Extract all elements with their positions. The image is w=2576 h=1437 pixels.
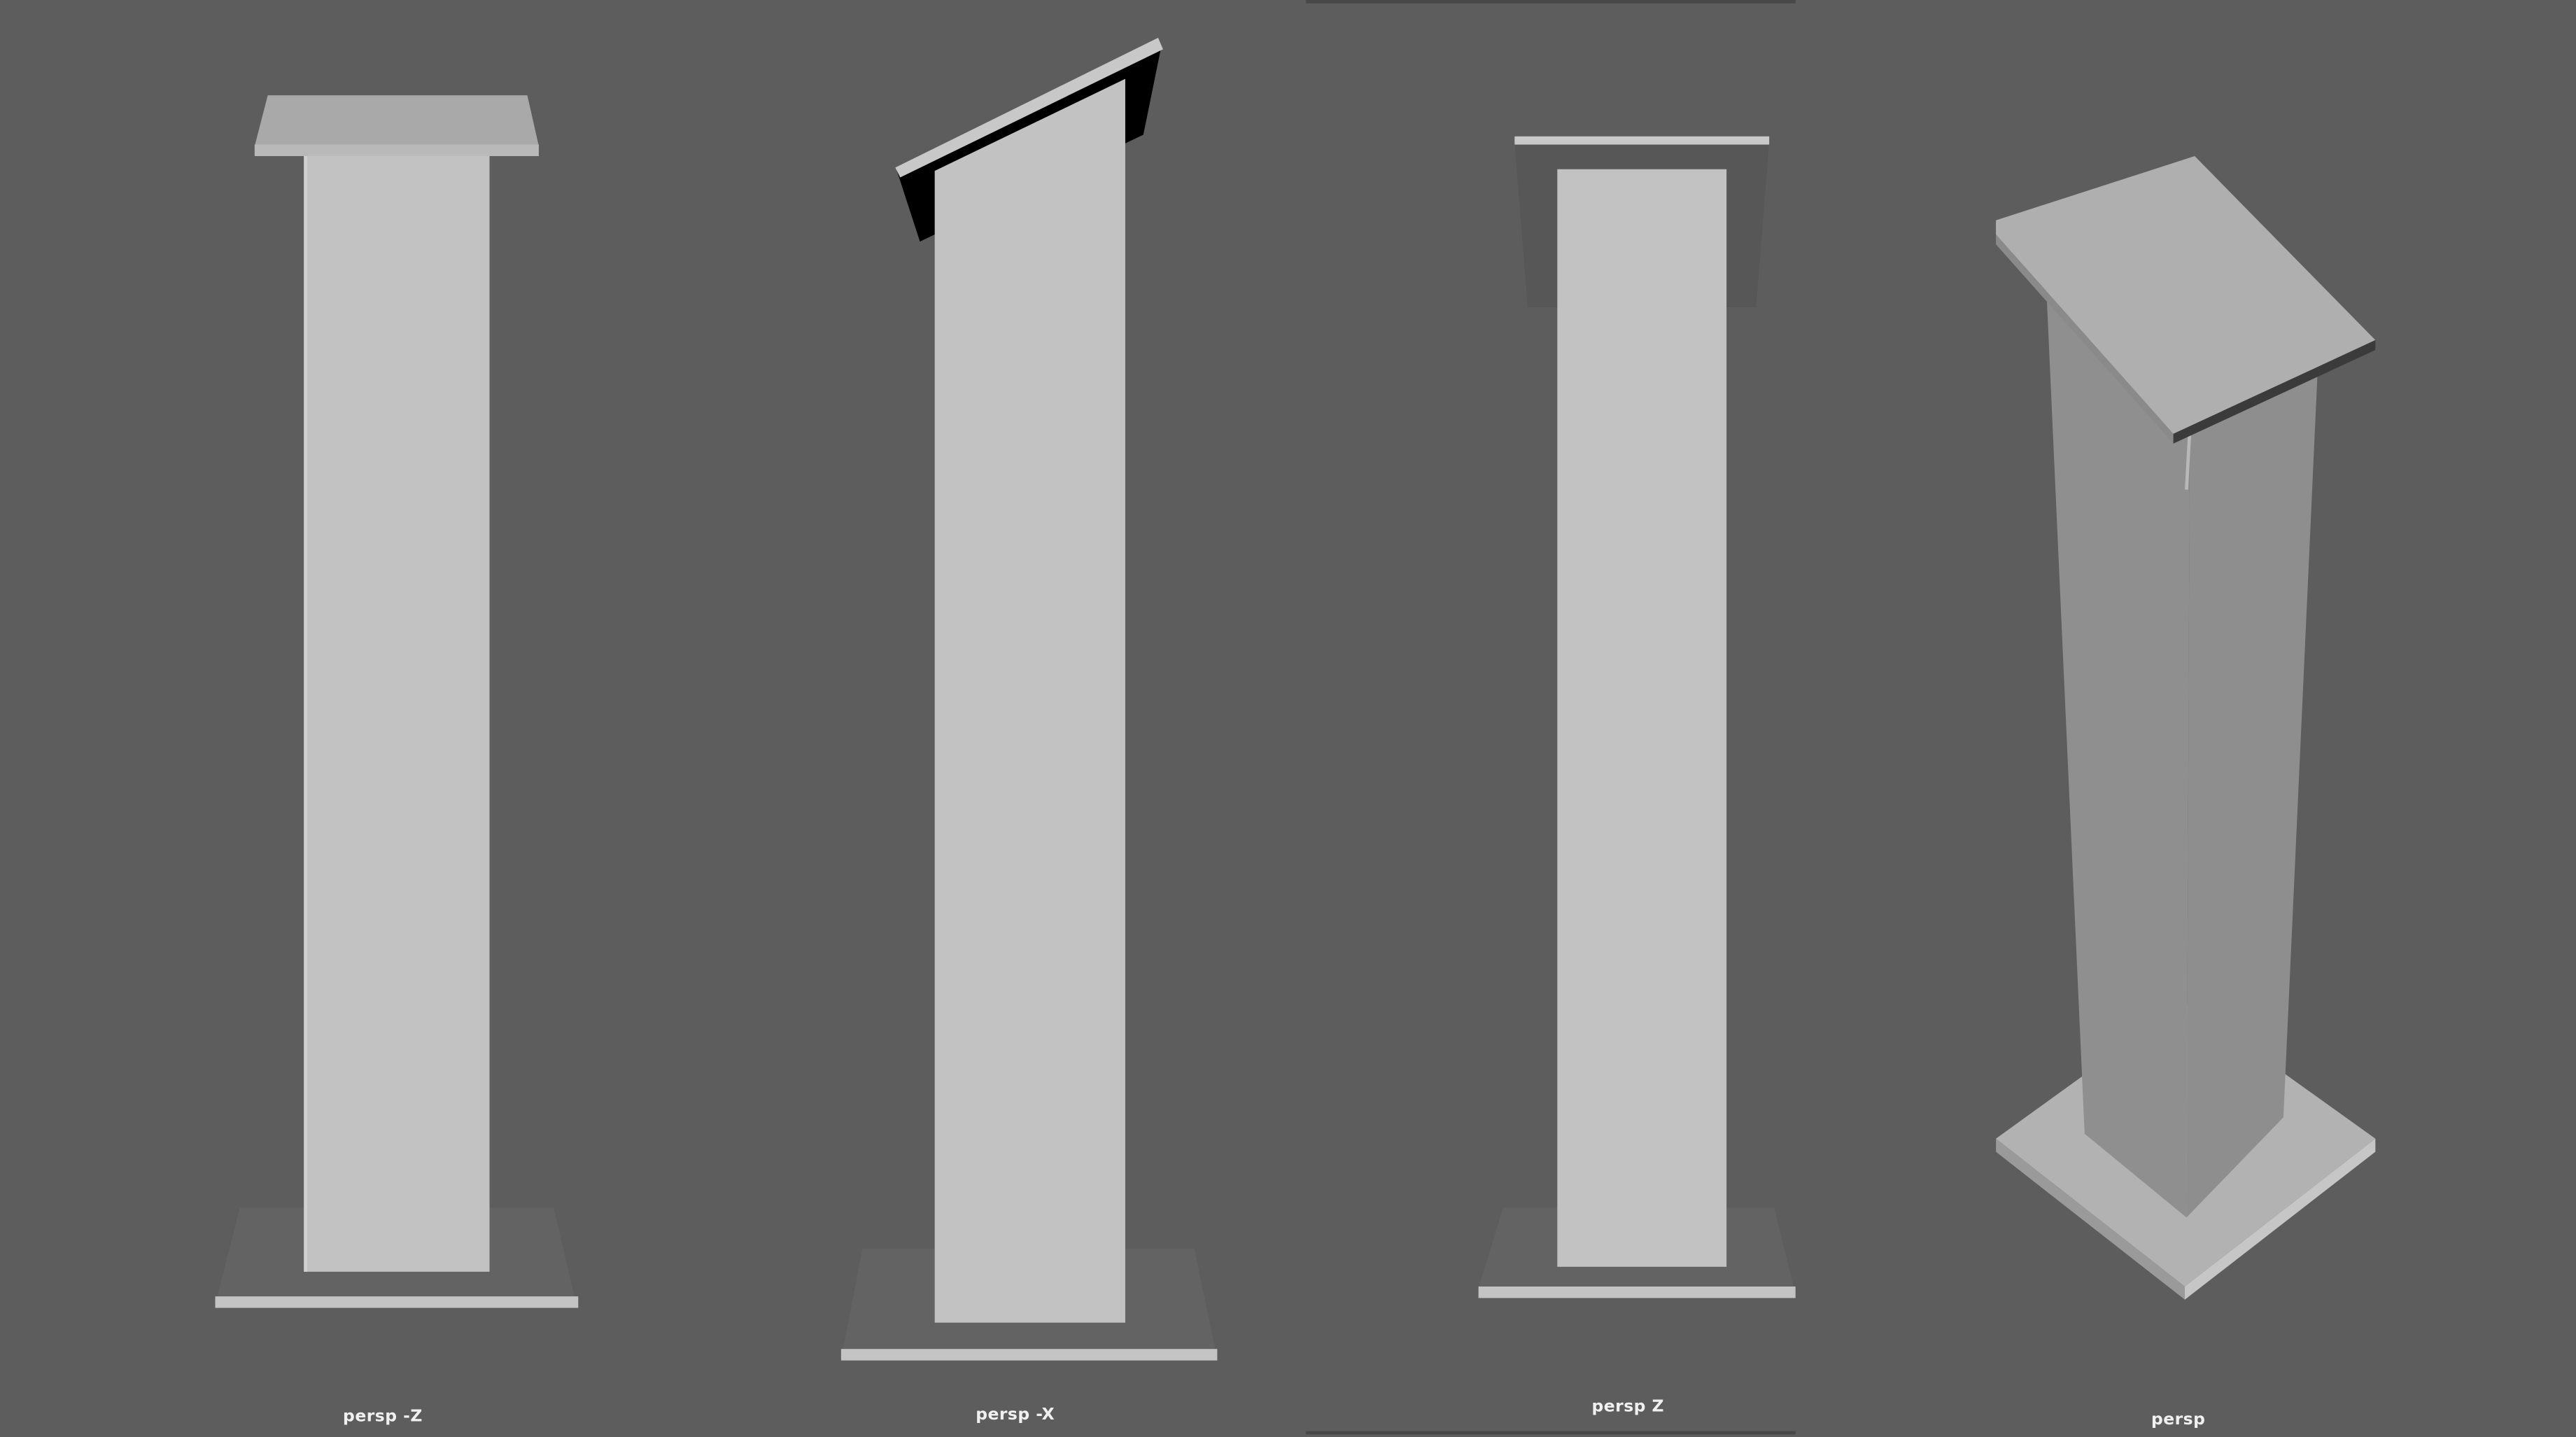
viewport-camera-label: persp -X <box>976 1406 1055 1425</box>
podium-column-edge <box>2185 430 2192 490</box>
podium-top-slab <box>1996 156 2376 434</box>
podium-column <box>934 78 1125 1323</box>
podium-column-left-face <box>2045 262 2190 1218</box>
podium-top-slab-edge <box>254 144 539 157</box>
podium-base-edge-left <box>1996 1138 2186 1300</box>
viewport-persp-z[interactable]: persp Z <box>1306 0 1997 1437</box>
podium-top-slab <box>895 37 1163 178</box>
podium-column-edge <box>304 150 307 1272</box>
podium-model-perspective[interactable] <box>1996 0 2576 1437</box>
viewport-persp-neg-x[interactable]: persp -X <box>763 0 1307 1437</box>
viewport-top-border <box>1306 0 1796 3</box>
podium-model-side[interactable] <box>764 0 1307 1437</box>
podium-top-slab <box>254 95 539 146</box>
podium-model-front[interactable] <box>0 0 764 1437</box>
podium-column <box>1557 169 1727 1267</box>
podium-top-slab-edge-right <box>2173 339 2376 444</box>
viewport-persp-neg-z[interactable]: persp -Z <box>0 0 764 1437</box>
podium-column-right-face <box>2186 365 2318 1218</box>
podium-model-back[interactable] <box>1306 0 1996 1437</box>
viewport-camera-label: persp -Z <box>343 1408 423 1427</box>
podium-base-edge <box>1478 1287 1796 1298</box>
podium-base-edge <box>215 1296 579 1308</box>
viewport-camera-label: persp Z <box>1591 1398 1665 1417</box>
viewport-camera-label: persp <box>2151 1411 2206 1430</box>
podium-base-edge <box>840 1349 1218 1361</box>
podium-top-slab-edge-left <box>1996 234 2174 444</box>
viewport-persp[interactable]: persp <box>1996 0 2576 1437</box>
podium-base-edge-right <box>2185 1138 2376 1300</box>
podium-column <box>304 150 490 1272</box>
viewport-bottom-border <box>1306 1431 1796 1435</box>
podium-top-slab-edge <box>1514 136 1770 145</box>
